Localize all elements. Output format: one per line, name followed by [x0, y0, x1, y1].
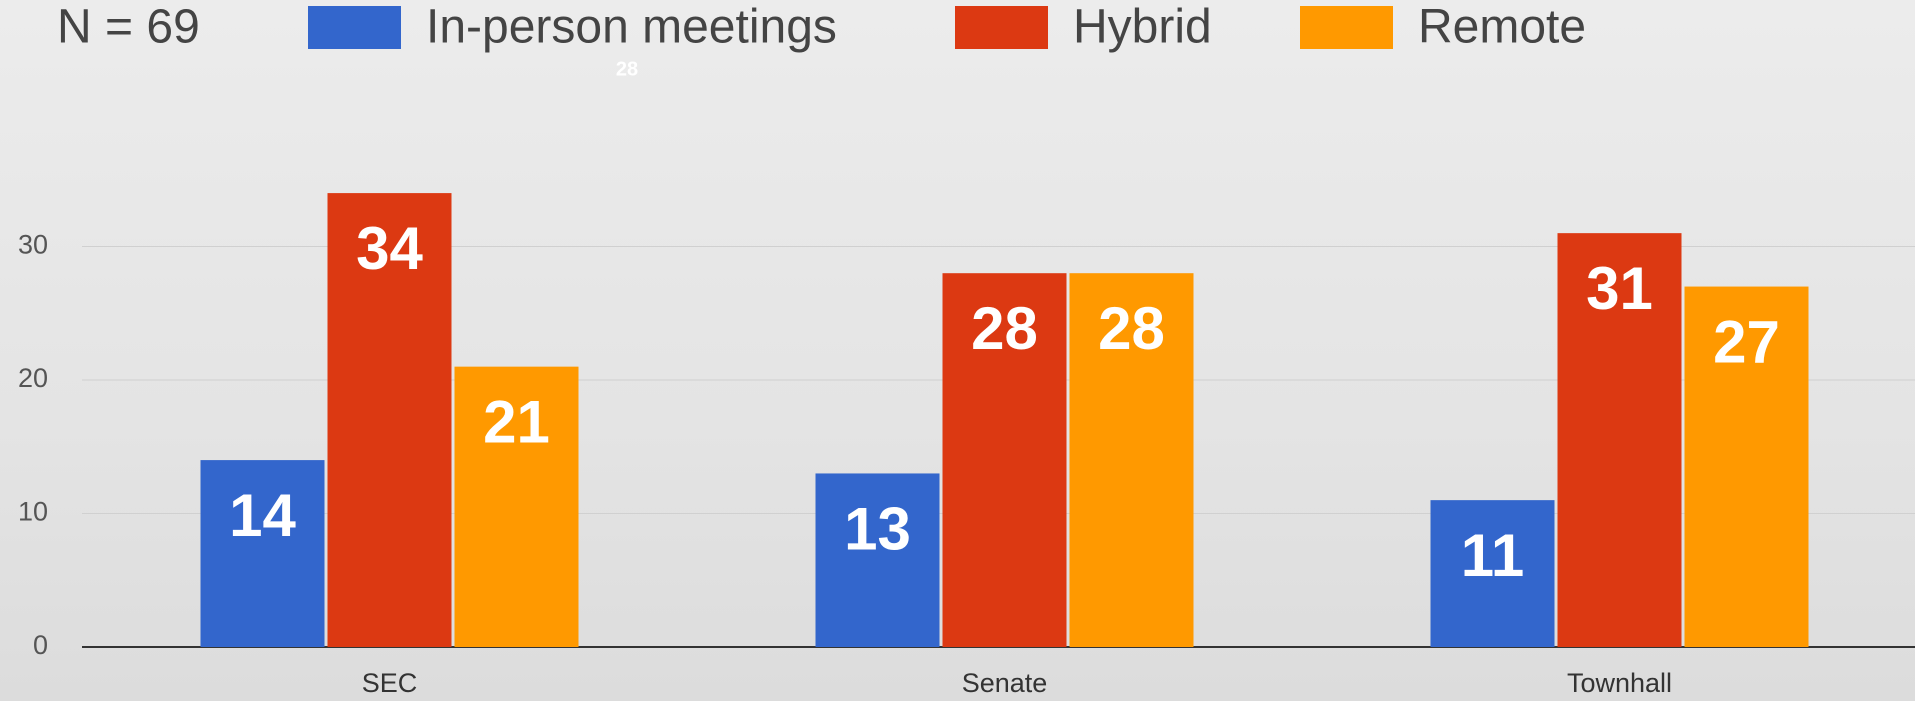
x-tick-label: SEC — [362, 668, 418, 698]
value-label: 21 — [483, 388, 550, 455]
legend-label: Remote — [1418, 1, 1586, 54]
value-label: 14 — [229, 482, 296, 549]
legend-label: Hybrid — [1073, 1, 1212, 54]
y-tick-label: 0 — [33, 630, 48, 660]
x-tick-label: Townhall — [1567, 668, 1672, 698]
legend-label: In-person meetings — [426, 1, 837, 54]
page: {"chart_data": {"type": "bar", "title": … — [0, 0, 1915, 701]
y-tick-label: 10 — [18, 497, 48, 527]
value-label: 28 — [971, 295, 1038, 362]
annotation: 28 — [616, 58, 638, 80]
chart-title: N = 69 — [57, 1, 200, 54]
value-label: 27 — [1713, 308, 1780, 375]
y-tick-label: 30 — [18, 230, 48, 260]
legend-swatch — [1300, 6, 1393, 49]
value-label: 11 — [1461, 522, 1524, 589]
y-tick-label: 20 — [18, 363, 48, 393]
value-label: 34 — [356, 215, 423, 282]
value-label: 31 — [1586, 255, 1653, 322]
legend-swatch — [955, 6, 1048, 49]
value-label: 13 — [844, 495, 911, 562]
legend-swatch — [308, 6, 401, 49]
value-label: 28 — [1098, 295, 1165, 362]
x-tick-label: Senate — [962, 668, 1048, 698]
chart: N = 69 28 0 10 20 30 In-person meetings Hybri… — [0, 0, 1915, 701]
